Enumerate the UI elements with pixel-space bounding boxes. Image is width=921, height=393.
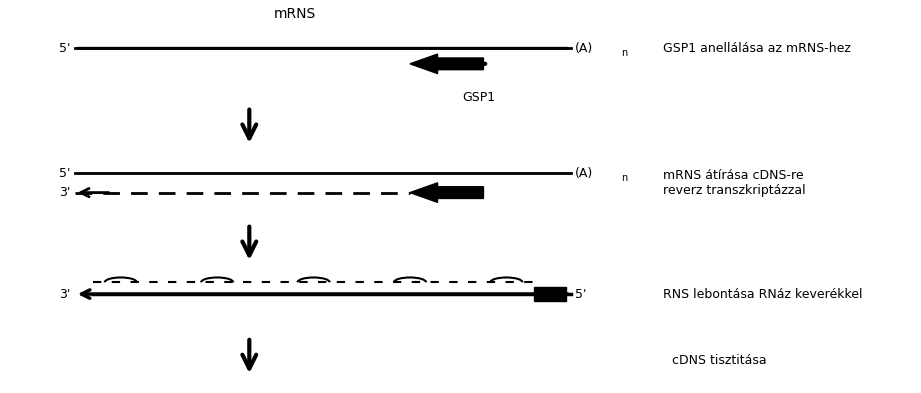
Text: cDNS tisztitása: cDNS tisztitása [671, 354, 766, 367]
Text: n: n [621, 173, 627, 183]
Text: 3': 3' [59, 186, 70, 199]
Text: mRNS: mRNS [274, 7, 316, 21]
Text: (A): (A) [576, 42, 593, 55]
Text: mRNS átírása cDNS-re
reverz transzkriptázzal: mRNS átírása cDNS-re reverz transzkriptá… [662, 169, 805, 197]
Text: n: n [621, 48, 627, 58]
FancyArrow shape [410, 54, 484, 73]
Text: GSP1: GSP1 [462, 91, 495, 104]
Bar [534, 287, 566, 301]
Text: GSP1 anellálása az mRNS-hez: GSP1 anellálása az mRNS-hez [662, 42, 850, 55]
Text: (A): (A) [576, 167, 593, 180]
Text: 5': 5' [576, 288, 587, 301]
Text: 3': 3' [59, 288, 70, 301]
FancyArrow shape [410, 183, 484, 202]
Text: 5': 5' [59, 167, 70, 180]
Text: 5': 5' [59, 42, 70, 55]
Text: RNS lebontása RNáz keverékkel: RNS lebontása RNáz keverékkel [662, 288, 862, 301]
